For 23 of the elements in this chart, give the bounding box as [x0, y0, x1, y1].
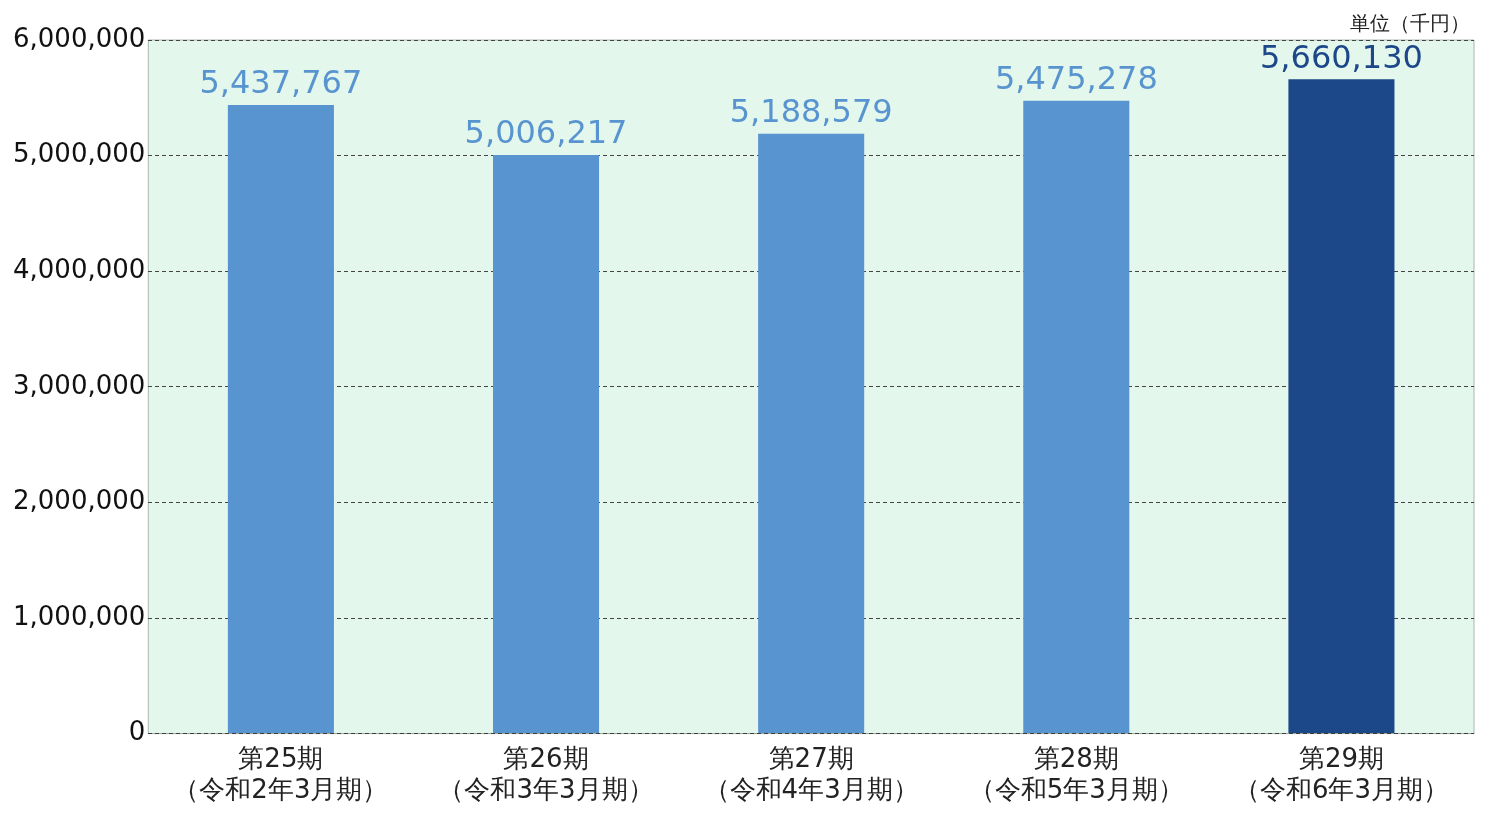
y-tick-label: 1,000,000 [13, 600, 146, 631]
data-label: 5,660,130 [1260, 37, 1423, 76]
y-tick-label: 2,000,000 [13, 485, 146, 516]
bar [227, 104, 334, 734]
data-label: 5,475,278 [994, 58, 1158, 97]
y-tick-label: 0 [128, 716, 146, 747]
x-tick-label: 第29期（令和6年3月期） [1233, 742, 1449, 805]
data-label: 5,437,767 [199, 63, 363, 102]
x-tick-label: 第25期（令和2年3月期） [173, 742, 389, 805]
text: 単位（千円） [1350, 10, 1470, 37]
y-tick-label: 5,000,000 [13, 138, 146, 169]
x-tick-label: 第28期（令和5年3月期） [968, 742, 1184, 805]
bar [493, 154, 600, 734]
x-tick-label: 第26期（令和3年3月期） [438, 742, 654, 805]
data-label: 5,188,579 [729, 92, 893, 131]
y-tick-label: 6,000,000 [13, 22, 146, 53]
x-tick-label: 第27期（令和4年3月期） [703, 742, 919, 805]
bar [1288, 79, 1395, 734]
bar [1023, 100, 1130, 734]
y-tick-label: 4,000,000 [13, 253, 146, 284]
y-tick-label: 3,000,000 [13, 369, 146, 400]
bar [758, 133, 865, 734]
data-label: 5,006,217 [464, 113, 628, 152]
